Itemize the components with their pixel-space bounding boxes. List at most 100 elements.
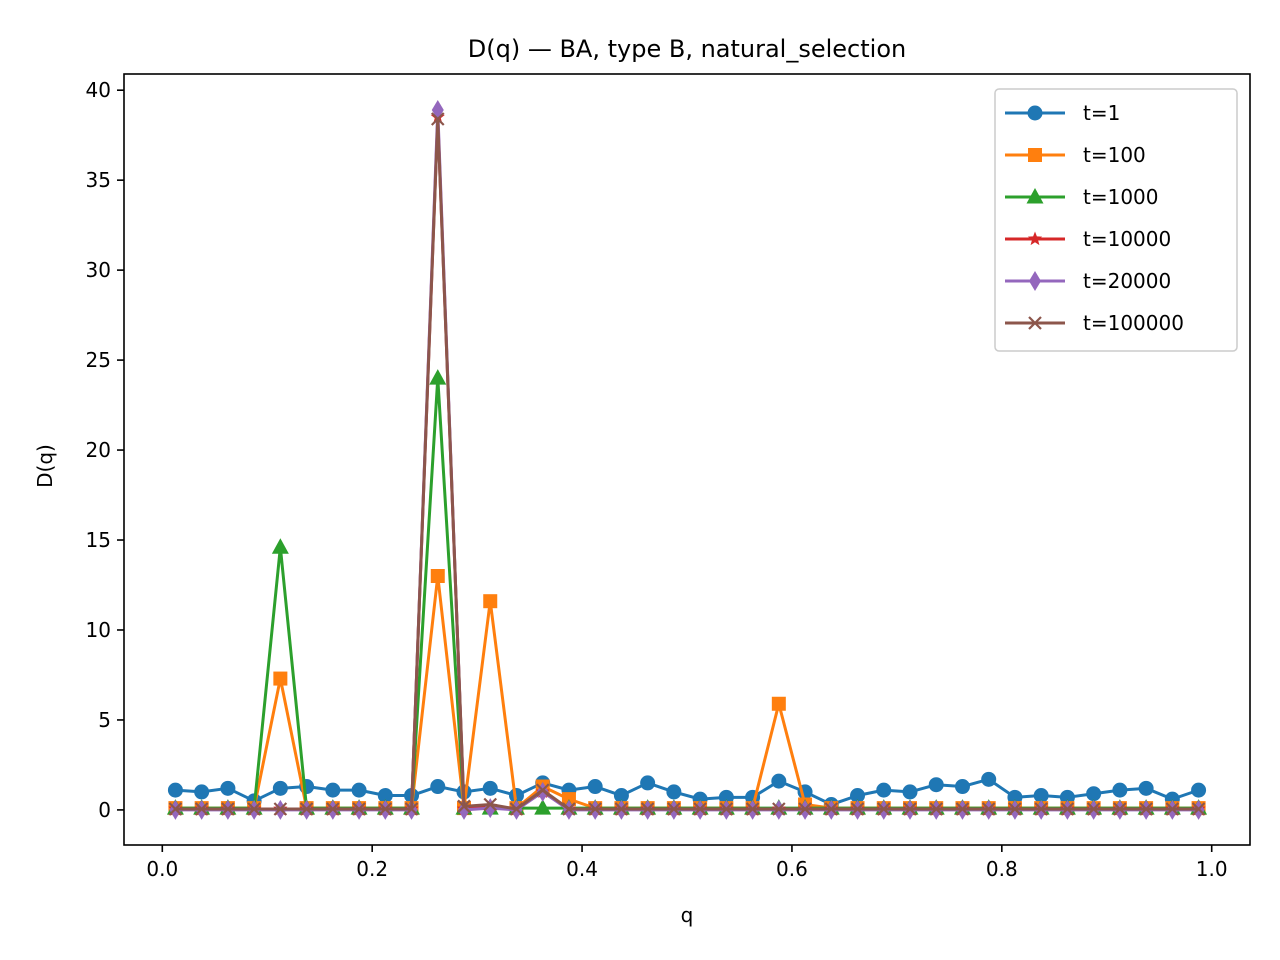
y-tick-label: 15 [86, 528, 111, 552]
data-point [194, 802, 209, 816]
data-point [351, 782, 367, 798]
legend-marker [1027, 105, 1043, 121]
y-axis-label: D(q) [33, 444, 57, 488]
data-point [1008, 802, 1022, 816]
x-tick-label: 0.4 [566, 857, 598, 881]
data-point [1112, 782, 1128, 798]
data-point [587, 779, 603, 795]
data-point [667, 802, 681, 816]
legend-label: t=10000 [1083, 227, 1171, 251]
data-point [640, 775, 656, 791]
x-axis: 0.0 0.2 0.4 0.6 0.8 1.0 [146, 845, 1228, 881]
legend-entry: t=1000 [1005, 185, 1159, 209]
series-line [175, 117, 1199, 811]
x-tick-label: 0.0 [146, 857, 178, 881]
legend-label: t=1000 [1083, 185, 1159, 209]
y-tick-label: 30 [86, 258, 111, 282]
y-tick-label: 10 [86, 618, 111, 642]
data-point [640, 802, 655, 816]
series-6 [168, 112, 1206, 816]
data-point [430, 569, 445, 584]
x-axis-label: q [681, 903, 694, 927]
legend-label: t=100 [1083, 143, 1146, 167]
data-point [1191, 782, 1207, 798]
data-point [484, 798, 497, 819]
legend-entry: t=100000 [1005, 311, 1184, 335]
data-point [535, 783, 550, 797]
data-point [614, 802, 629, 816]
data-point [824, 802, 839, 816]
data-point [271, 538, 289, 554]
data-point [1059, 789, 1075, 805]
x-tick-label: 0.6 [776, 857, 808, 881]
data-point [693, 802, 707, 816]
data-point [850, 788, 866, 804]
legend-label: t=20000 [1083, 269, 1171, 293]
y-tick-label: 0 [98, 798, 111, 822]
data-point [850, 802, 865, 816]
data-point [1086, 802, 1101, 816]
y-tick-label: 25 [86, 348, 111, 372]
legend-entry: t=1 [1005, 101, 1120, 125]
data-point [247, 802, 261, 816]
data-point [430, 779, 446, 795]
x-tick-label: 0.8 [986, 857, 1018, 881]
data-point [378, 802, 393, 816]
data-point [483, 797, 498, 812]
data-point [1165, 802, 1180, 816]
data-point [457, 799, 471, 814]
series-line [175, 376, 1199, 810]
data-point [272, 780, 288, 796]
legend-entry: t=20000 [1005, 269, 1171, 293]
data-point [482, 780, 498, 796]
axes-frame [123, 73, 1251, 846]
data-point [902, 784, 918, 800]
data-point [430, 112, 445, 126]
series-3 [166, 369, 1208, 815]
data-point [325, 782, 341, 798]
data-point [352, 802, 366, 816]
data-point [903, 802, 917, 816]
legend-entry: t=10000 [1005, 227, 1171, 251]
data-point [273, 802, 288, 816]
series-1 [167, 771, 1207, 813]
data-point [718, 789, 734, 805]
data-point [1034, 802, 1048, 816]
legend-marker [1027, 231, 1043, 246]
data-point [508, 788, 524, 804]
data-point [299, 802, 314, 816]
legend-marker [1028, 316, 1042, 330]
data-point [273, 671, 288, 686]
legend-entry: t=100 [1005, 143, 1146, 167]
data-point [928, 777, 944, 793]
legend-label: t=1 [1083, 101, 1120, 125]
data-point [955, 802, 970, 816]
data-point [194, 784, 210, 800]
y-tick-label: 5 [98, 708, 111, 732]
data-point [220, 780, 236, 796]
data-point [167, 782, 183, 798]
legend-marker [1028, 148, 1042, 162]
series-line [175, 574, 1199, 810]
data-point [772, 802, 786, 816]
data-point [876, 782, 892, 798]
series-line [175, 777, 1200, 807]
data-point [719, 802, 734, 816]
data-point [326, 802, 340, 816]
data-point [1033, 788, 1049, 804]
data-point [1138, 780, 1154, 796]
data-point [404, 802, 419, 816]
data-point [929, 802, 944, 816]
plot-area [123, 73, 1251, 846]
data-point [666, 784, 682, 800]
data-point [1139, 802, 1153, 816]
data-point [221, 802, 235, 816]
chart-title: D(q) — BA, type B, natural_selection [468, 35, 906, 63]
data-point [771, 773, 787, 789]
x-tick-label: 0.2 [356, 857, 388, 881]
y-tick-label: 35 [86, 168, 111, 192]
data-point [745, 802, 760, 816]
data-point [954, 779, 970, 795]
y-tick-label: 40 [86, 78, 111, 102]
